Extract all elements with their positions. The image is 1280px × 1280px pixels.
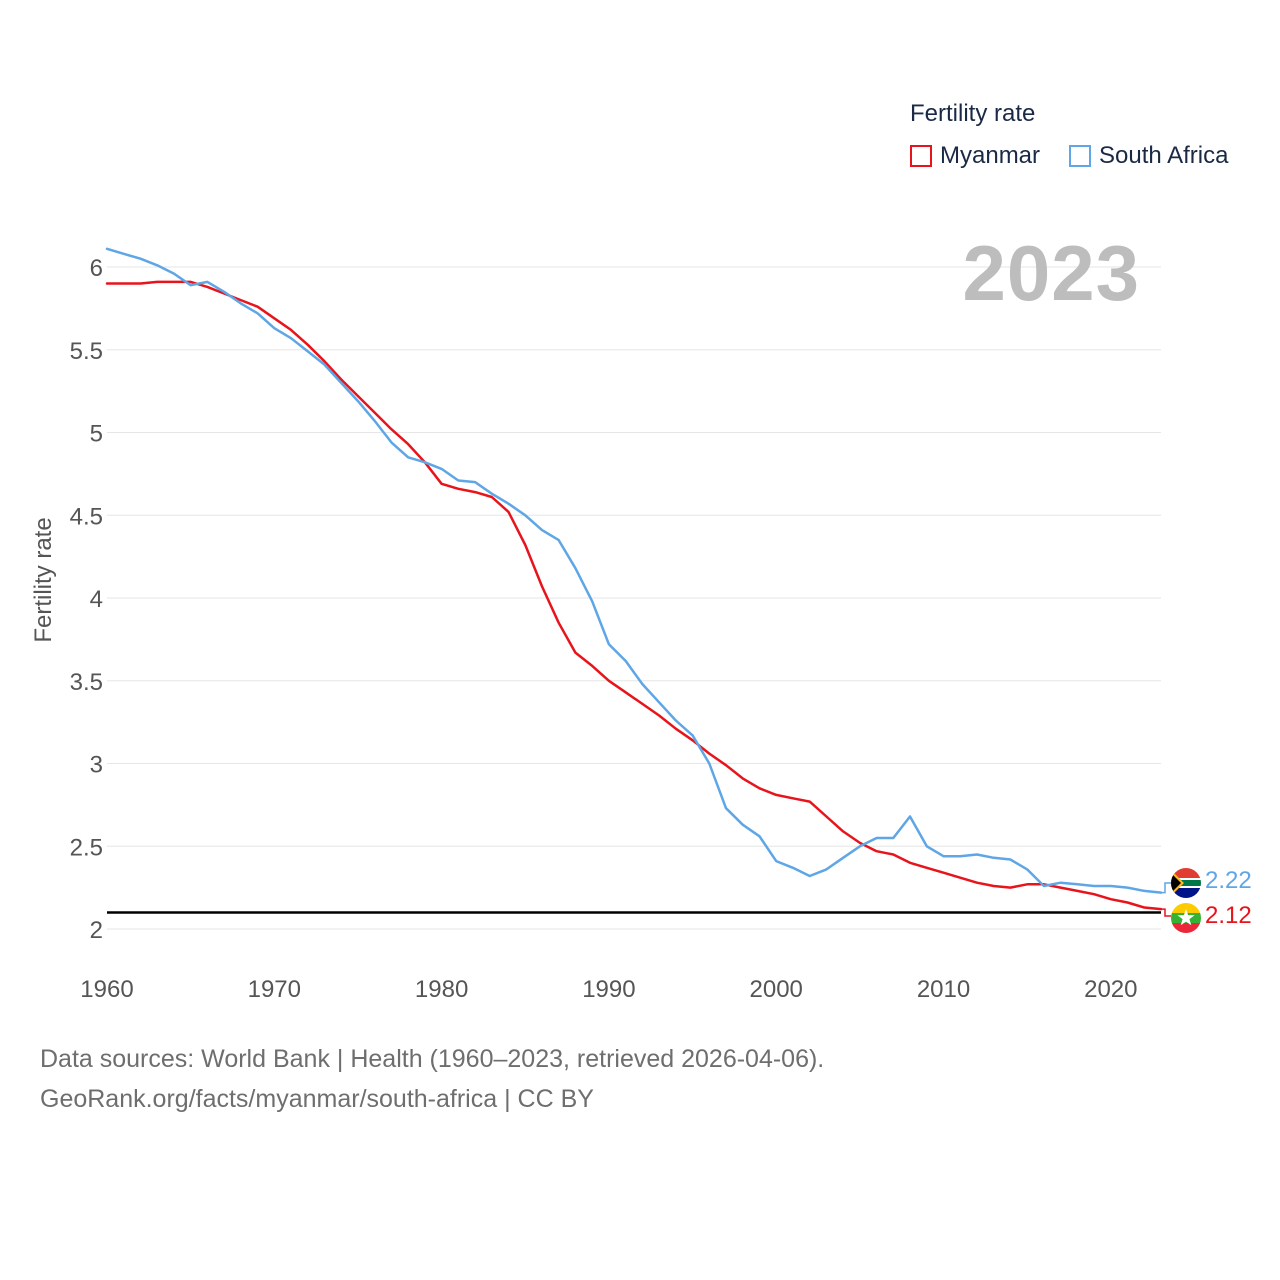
- x-tick-label: 1980: [415, 976, 468, 1003]
- y-axis-label: Fertility rate: [30, 517, 57, 642]
- legend-item-myanmar[interactable]: Myanmar: [910, 142, 1040, 170]
- x-tick-label: 2000: [750, 976, 803, 1003]
- x-tick-label: 2020: [1084, 976, 1137, 1003]
- label-connector-south-africa: [1161, 882, 1171, 894]
- x-tick-label: 1970: [248, 976, 301, 1003]
- series-line-myanmar: [105, 280, 1163, 911]
- legend-label-myanmar: Myanmar: [940, 142, 1041, 169]
- y-tick-label: 3.5: [70, 669, 103, 696]
- grid-layer: [107, 266, 1161, 930]
- tick-layer: 2 2.5 3 3.5 4 4.5 5 5.5 6 1960 1970 1980 1990 2000 201…: [70, 255, 1138, 1003]
- series-layer: [105, 247, 1171, 917]
- label-connector-myanmar: [1161, 908, 1171, 917]
- year-watermark: 2023: [962, 229, 1140, 317]
- south-africa-end-value: 2.22: [1205, 867, 1252, 894]
- legend-title: Fertility rate: [910, 100, 1036, 127]
- south-africa-flag-icon: [1171, 868, 1201, 898]
- y-tick-label: 5.5: [70, 338, 103, 365]
- legend-item-south-africa[interactable]: South Africa: [1069, 142, 1228, 170]
- x-tick-label: 2010: [917, 976, 970, 1003]
- y-tick-label: 3: [90, 752, 103, 779]
- y-tick-label: 6: [90, 255, 103, 282]
- y-tick-label: 2: [90, 917, 103, 944]
- legend-swatch-myanmar: [910, 145, 932, 167]
- x-tick-label: 1960: [80, 976, 133, 1003]
- legend-label-south-africa: South Africa: [1099, 142, 1229, 169]
- y-tick-label: 5: [90, 421, 103, 448]
- y-tick-label: 4: [90, 586, 103, 613]
- series-line-south-africa: [105, 247, 1163, 894]
- myanmar-flag-icon: [1171, 903, 1201, 933]
- legend-swatch-south-africa: [1069, 145, 1091, 167]
- y-tick-label: 4.5: [70, 503, 103, 530]
- y-tick-label: 2.5: [70, 834, 103, 861]
- x-tick-label: 1990: [582, 976, 635, 1003]
- myanmar-end-value: 2.12: [1205, 902, 1252, 929]
- footer-sources: Data sources: World Bank | Health (1960–…: [40, 1045, 825, 1073]
- footer-attribution[interactable]: GeoRank.org/facts/myanmar/south-africa |…: [40, 1085, 594, 1113]
